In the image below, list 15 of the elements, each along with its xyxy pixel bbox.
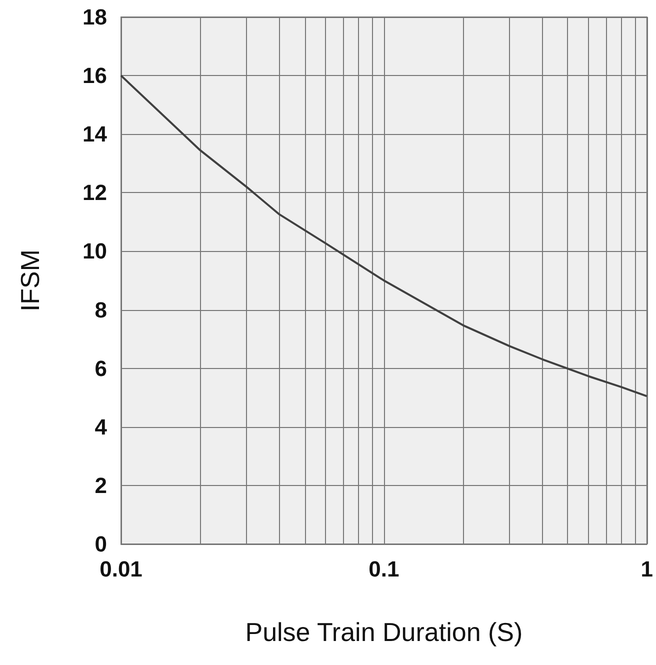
x-tick-label: 0.01 (100, 556, 142, 582)
y-tick-label: 10 (82, 238, 107, 264)
y-tick-label: 14 (82, 122, 108, 147)
y-axis-title: IFSM (15, 249, 45, 312)
y-tick-label: 18 (82, 4, 107, 30)
x-axis-title: Pulse Train Duration (S) (245, 617, 523, 647)
y-tick-label: 16 (82, 63, 107, 88)
y-tick-label: 4 (94, 414, 108, 440)
y-tick-label: 12 (82, 180, 107, 206)
y-tick-label: 2 (94, 472, 107, 498)
y-tick-label: 8 (94, 297, 107, 322)
y-tick-label: 6 (94, 356, 107, 381)
x-tick-label: 1 (640, 556, 654, 582)
x-tick-label: 0.1 (368, 556, 400, 582)
y-tick-label: 0 (94, 532, 107, 556)
